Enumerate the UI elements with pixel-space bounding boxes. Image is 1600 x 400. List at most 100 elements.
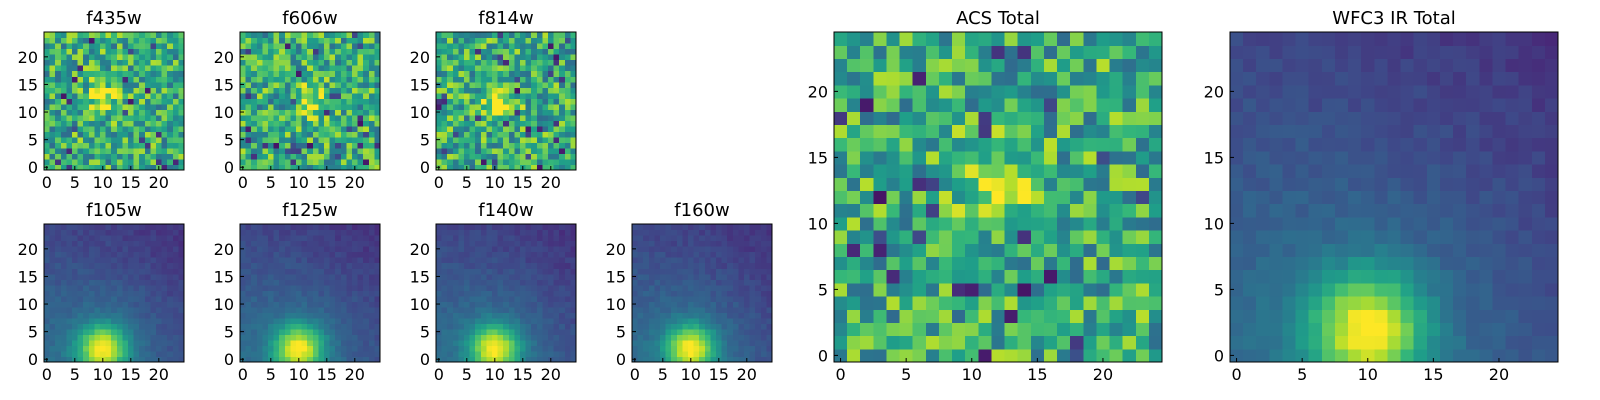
pixel-cell — [128, 48, 135, 55]
pixel-cell — [738, 295, 745, 302]
pixel-cell — [240, 224, 247, 231]
pixel-cell — [55, 224, 62, 231]
pixel-cell — [72, 92, 79, 99]
pixel-cell — [514, 356, 521, 363]
pixel-cell — [475, 306, 482, 313]
pixel-cell — [307, 301, 314, 308]
pixel-cell — [514, 76, 521, 83]
pixel-cell — [548, 334, 555, 341]
pixel-cell — [464, 328, 471, 335]
pixel-cell — [441, 251, 448, 258]
pixel-cell — [1057, 335, 1071, 350]
pixel-cell — [335, 295, 342, 302]
pixel-cell — [1083, 269, 1097, 284]
pixel-cell — [312, 290, 319, 297]
pixel-cell — [357, 317, 364, 324]
pixel-cell — [464, 251, 471, 258]
pixel-cell — [324, 251, 331, 258]
pixel-cell — [912, 269, 927, 284]
pixel-cell — [542, 87, 549, 94]
pixel-cell — [340, 306, 347, 313]
pixel-cell — [536, 125, 543, 132]
pixel-cell — [553, 301, 560, 308]
pixel-cell — [273, 142, 280, 149]
pixel-cell — [284, 136, 291, 143]
pixel-cell — [122, 81, 129, 88]
pixel-cell — [133, 43, 140, 50]
pixel-cell — [100, 317, 107, 324]
pixel-cell — [531, 301, 538, 308]
pixel-cell — [172, 81, 179, 88]
pixel-cell — [503, 98, 510, 105]
pixel-cell — [72, 98, 79, 105]
pixel-cell — [88, 48, 95, 55]
pixel-cell — [161, 48, 168, 55]
pixel-cell — [654, 312, 661, 319]
pixel-cell — [144, 257, 151, 264]
pixel-cell — [1070, 282, 1084, 297]
pixel-cell — [732, 284, 739, 291]
pixel-cell — [514, 295, 521, 302]
pixel-cell — [738, 317, 745, 324]
pixel-cell — [693, 339, 700, 347]
pixel-cell — [324, 142, 331, 149]
pixel-cell — [564, 65, 571, 72]
pixel-cell — [340, 103, 347, 110]
pixel-cell — [279, 339, 286, 347]
pixel-cell — [952, 256, 966, 271]
pixel-cell — [105, 290, 112, 297]
pixel-cell — [464, 142, 471, 149]
pixel-cell — [111, 339, 118, 347]
pixel-cell — [1030, 190, 1045, 205]
pixel-cell — [296, 284, 303, 291]
pixel-cell — [128, 81, 135, 88]
pixel-cell — [548, 48, 555, 55]
pixel-cell — [178, 32, 185, 39]
pixel-cell — [1109, 296, 1124, 310]
pixel-cell — [133, 323, 140, 330]
pixel-cell — [452, 87, 459, 94]
pixel-cell — [492, 284, 499, 291]
pixel-cell — [172, 136, 179, 143]
pixel-cell — [475, 334, 482, 341]
pixel-cell — [178, 164, 185, 171]
pixel-cell — [116, 109, 123, 116]
pixel-cell — [1109, 243, 1124, 257]
pixel-cell — [704, 356, 711, 363]
pixel-cell — [318, 301, 325, 308]
pixel-cell — [899, 322, 914, 337]
pixel-cell — [760, 273, 767, 280]
pixel-cell — [693, 273, 700, 280]
pixel-cell — [492, 54, 499, 61]
pixel-cell — [251, 48, 258, 55]
pixel-cell — [938, 164, 953, 178]
pixel-cell — [290, 339, 297, 347]
pixel-cell — [710, 323, 717, 330]
pixel-cell — [480, 37, 487, 44]
pixel-cell — [352, 54, 359, 61]
pixel-cell — [744, 273, 751, 280]
pixel-cell — [301, 98, 308, 105]
pixel-cell — [307, 70, 314, 77]
pixel-cell — [480, 114, 487, 121]
pixel-cell — [452, 229, 459, 236]
pixel-cell — [676, 345, 683, 352]
pixel-cell — [531, 312, 538, 319]
pixel-cell — [133, 257, 140, 264]
pixel-cell — [273, 164, 280, 171]
pixel-cell — [965, 309, 979, 323]
pixel-cell — [732, 328, 739, 335]
pixel-cell — [128, 306, 135, 313]
pixel-cell — [363, 109, 370, 116]
pixel-cell — [441, 306, 448, 313]
pixel-cell — [66, 32, 73, 39]
pixel-cell — [508, 328, 515, 335]
pixel-cell — [128, 295, 135, 302]
pixel-cell — [156, 153, 163, 160]
pixel-cell — [553, 120, 560, 127]
pixel-cell — [77, 235, 84, 242]
pixel-cell — [268, 131, 275, 138]
pixel-cell — [447, 70, 454, 77]
pixel-cell — [139, 98, 146, 105]
